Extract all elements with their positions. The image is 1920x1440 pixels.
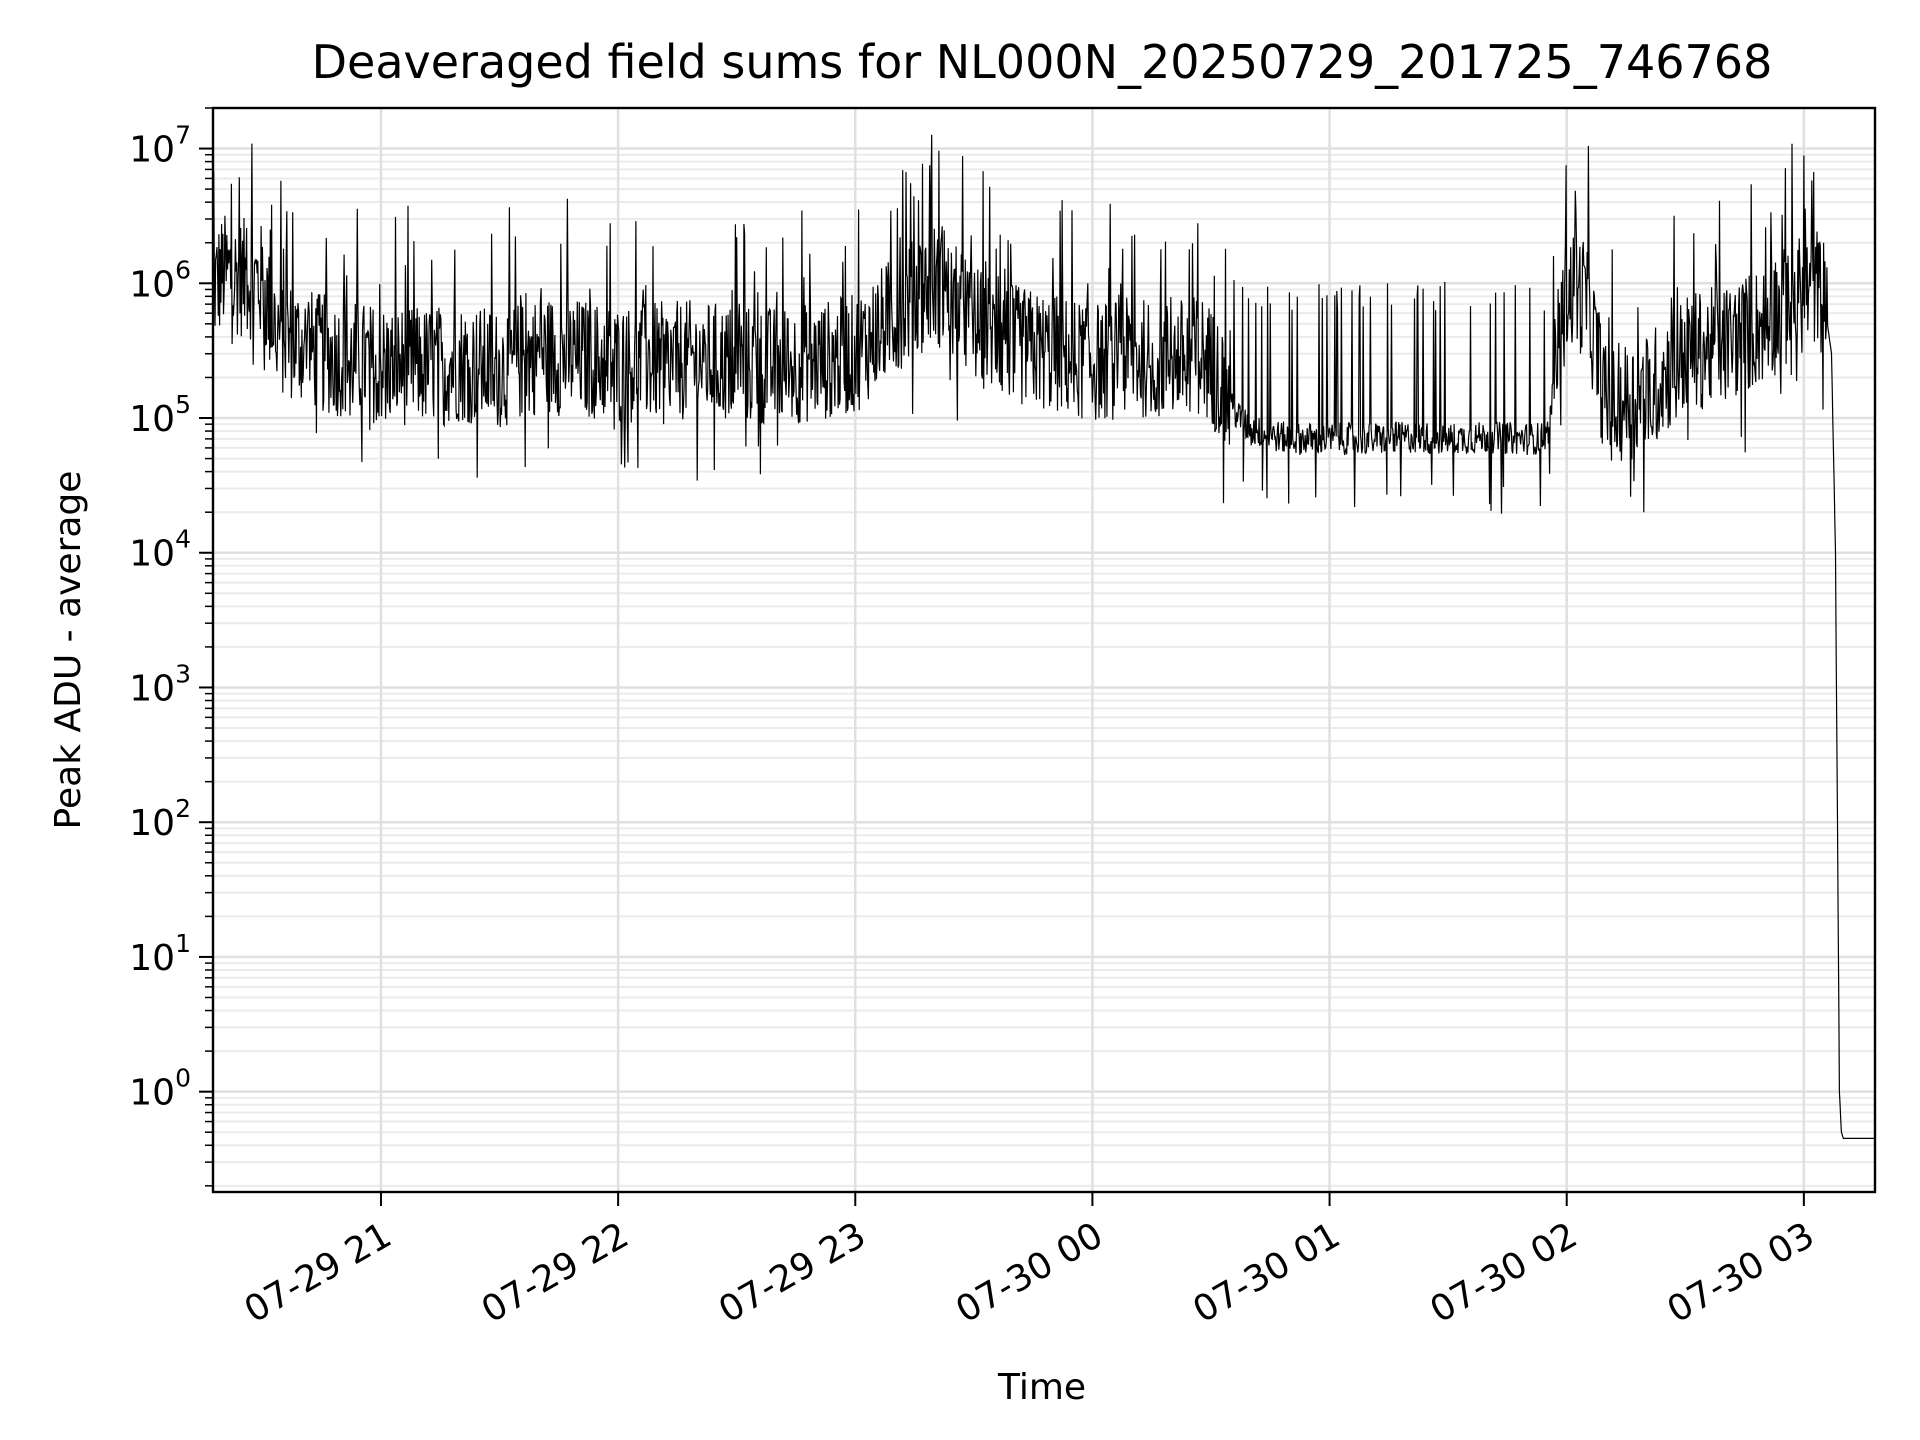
- y-tick-label: 107: [129, 121, 191, 171]
- y-tick-label: 106: [129, 255, 191, 305]
- chart-title: Deaveraged field sums for NL000N_2025072…: [312, 35, 1773, 89]
- y-tick-label: 102: [129, 794, 191, 844]
- y-axis-label: Peak ADU - average: [48, 471, 89, 830]
- series-line: [212, 134, 1875, 1139]
- y-tick-label: 103: [129, 659, 191, 709]
- plot-frame: [211, 106, 1877, 1194]
- series-layer: [212, 134, 1875, 1139]
- x-axis-label: Time: [997, 1367, 1086, 1408]
- y-tick-label: 100: [129, 1064, 191, 1114]
- y-tick-label: 105: [129, 390, 191, 440]
- y-tick-label: 104: [129, 525, 191, 575]
- y-tick-label: 101: [129, 929, 191, 979]
- grid: [213, 107, 1875, 1192]
